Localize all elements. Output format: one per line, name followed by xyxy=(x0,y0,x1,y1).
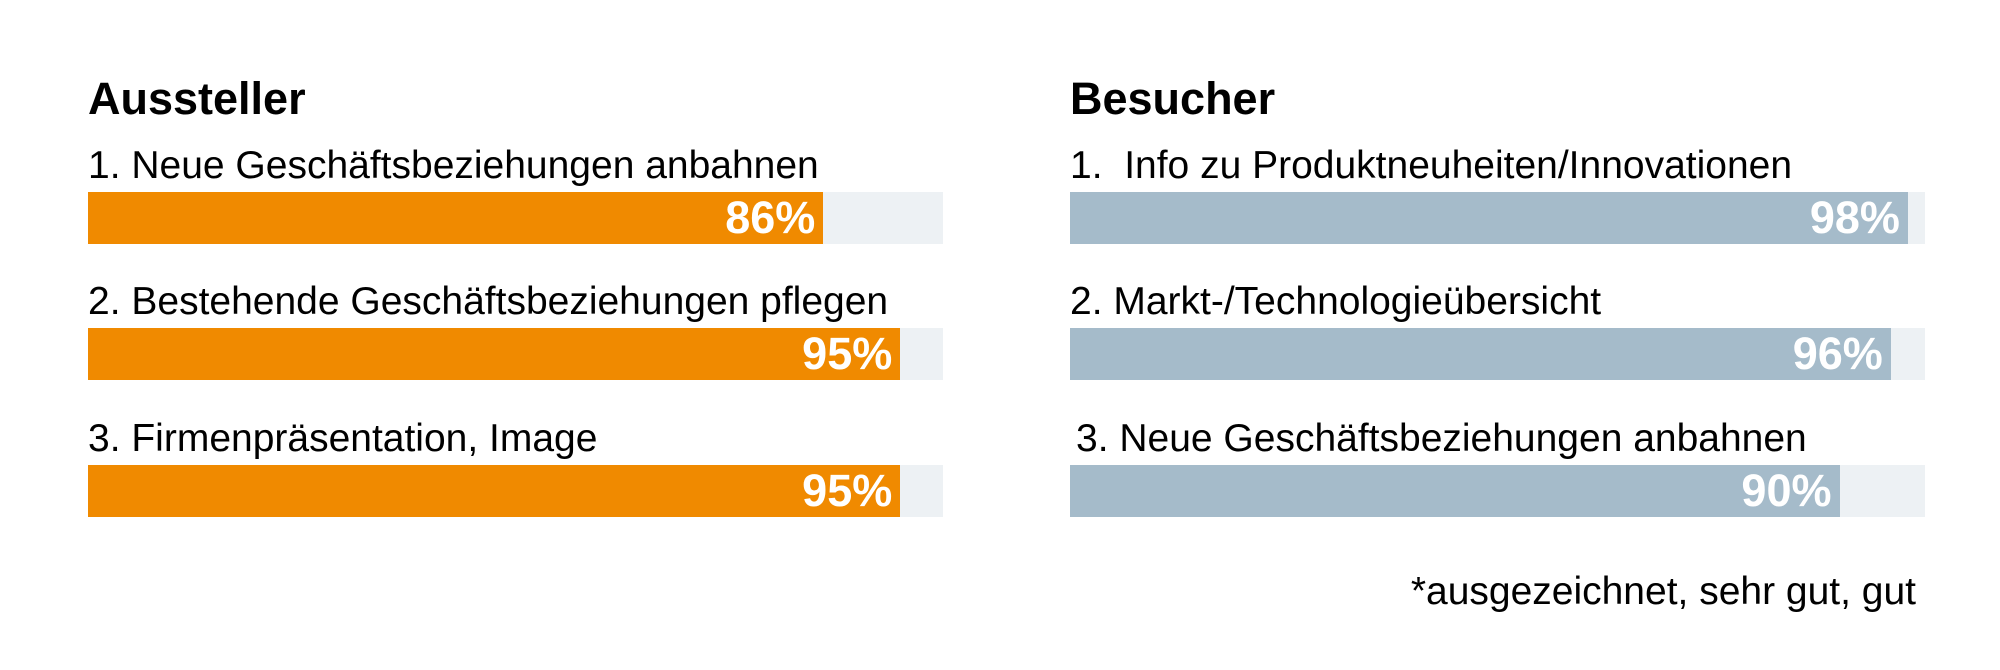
visitors-title: Besucher xyxy=(1070,73,1276,124)
exhibitors-item: 2. Bestehende Geschäftsbeziehungen pfleg… xyxy=(88,282,943,392)
bar: 95% xyxy=(88,465,901,517)
bar-track: 95% xyxy=(88,328,943,380)
exhibitors-panel: Aussteller 1. Neue Geschäftsbeziehungen … xyxy=(88,0,943,560)
bar: 90% xyxy=(1070,465,1840,517)
visitors-item: 2. Markt-/Technologieübersicht 96% xyxy=(1070,282,1925,392)
exhibitors-item: 3. Firmenpräsentation, Image 95% xyxy=(88,419,943,529)
visitors-item-label: 3. Neue Geschäftsbeziehungen anbahnen xyxy=(1076,417,1807,460)
bar-value-label: 86% xyxy=(725,192,816,243)
bar: 98% xyxy=(1070,192,1908,244)
visitors-item: 1. Info zu Produktneuheiten/Innovationen… xyxy=(1070,146,1925,256)
footnote: *ausgezeichnet, sehr gut, gut xyxy=(1410,570,1916,613)
bar-value-label: 96% xyxy=(1792,328,1883,379)
visitors-item-label: 1. Info zu Produktneuheiten/Innovationen xyxy=(1070,144,1793,187)
exhibitors-item: 1. Neue Geschäftsbeziehungen anbahnen 86… xyxy=(88,146,943,256)
bar-value-label: 95% xyxy=(802,328,893,379)
bar: 95% xyxy=(88,328,901,380)
bar-value-label: 90% xyxy=(1741,465,1832,516)
bar-value-label: 98% xyxy=(1809,192,1900,243)
exhibitors-title: Aussteller xyxy=(88,73,306,124)
bar-track: 98% xyxy=(1070,192,1925,244)
visitors-item-label: 2. Markt-/Technologieübersicht xyxy=(1070,280,1602,323)
bar-track: 95% xyxy=(88,465,943,517)
exhibitors-item-label: 2. Bestehende Geschäftsbeziehungen pfleg… xyxy=(88,280,889,323)
bar-track: 96% xyxy=(1070,328,1925,380)
bar: 96% xyxy=(1070,328,1891,380)
bar-value-label: 95% xyxy=(802,465,893,516)
exhibitors-item-label: 1. Neue Geschäftsbeziehungen anbahnen xyxy=(88,144,819,187)
visitors-item: 3. Neue Geschäftsbeziehungen anbahnen 90… xyxy=(1070,419,1925,529)
bar-track: 86% xyxy=(88,192,943,244)
exhibitors-item-label: 3. Firmenpräsentation, Image xyxy=(88,417,598,460)
bar: 86% xyxy=(88,192,824,244)
visitors-panel: Besucher 1. Info zu Produktneuheiten/Inn… xyxy=(1070,0,1925,560)
bar-track: 90% xyxy=(1070,465,1925,517)
